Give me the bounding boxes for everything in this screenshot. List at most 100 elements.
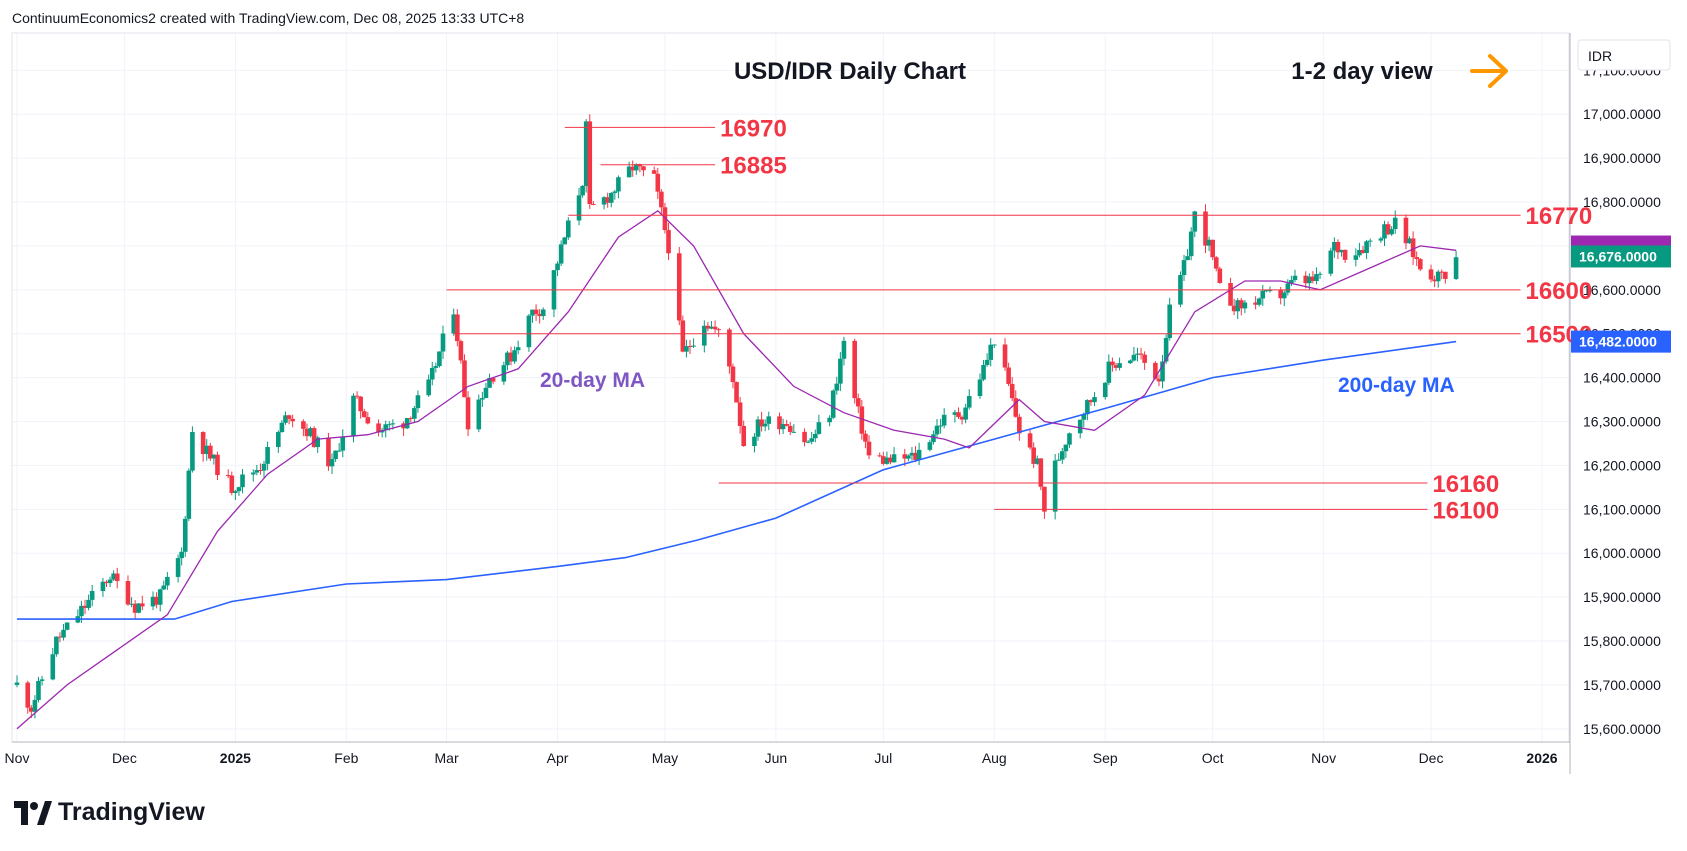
candle-body	[1367, 240, 1373, 242]
x-tick-label: Nov	[1311, 750, 1336, 766]
candle-body	[1017, 416, 1022, 434]
candle-body	[727, 329, 732, 367]
candle-body	[605, 197, 610, 203]
candle-body	[991, 344, 997, 346]
candle-body	[1342, 249, 1348, 260]
candle-body	[891, 454, 897, 463]
candle-body	[1203, 211, 1208, 246]
candle-body	[730, 366, 736, 383]
candle-body	[139, 603, 145, 607]
candle-body	[111, 573, 116, 580]
candle-body	[1428, 269, 1434, 280]
candle-body	[1092, 397, 1097, 403]
candle-body	[265, 447, 270, 464]
candle-body	[938, 425, 943, 427]
candle-body	[1328, 250, 1334, 274]
candle-body	[505, 352, 510, 366]
candle-body	[1238, 300, 1244, 309]
candle-body	[390, 423, 396, 425]
candle-body	[787, 425, 793, 432]
candle-body	[952, 412, 958, 415]
candle-body	[1210, 239, 1215, 258]
candle-body	[1106, 361, 1112, 383]
right-arrow-icon	[1470, 54, 1508, 88]
candle-body	[129, 603, 134, 605]
view-label: 1-2 day view	[1291, 58, 1433, 85]
candle-body	[225, 475, 231, 477]
x-tick-label: May	[652, 750, 678, 766]
candle-body	[86, 599, 91, 608]
candle-body	[437, 351, 442, 367]
candle-body	[408, 418, 414, 420]
candle-body	[1360, 249, 1366, 254]
candle-body	[1335, 241, 1341, 253]
y-tick-label: 15,900.0000	[1583, 589, 1661, 605]
candle-body	[809, 438, 815, 442]
candle-body	[1285, 283, 1291, 293]
candle-body	[1310, 276, 1316, 282]
level-label: 16160	[1432, 471, 1499, 498]
tradingview-logo[interactable]: TradingView	[14, 798, 205, 827]
candle-body	[1267, 290, 1273, 292]
candle-body	[655, 173, 661, 192]
plot-border	[11, 32, 1570, 743]
candle-body	[429, 367, 435, 380]
candle-body	[480, 398, 485, 400]
candle-body	[780, 424, 786, 430]
candles-group	[14, 114, 1459, 719]
candle-body	[301, 421, 306, 429]
candle-body	[1435, 271, 1441, 282]
candle-body	[1353, 255, 1359, 260]
candle-body	[941, 414, 947, 426]
candle-body	[308, 428, 313, 437]
level-label: 16100	[1432, 497, 1499, 524]
candle-body	[712, 326, 718, 330]
candle-body	[1439, 271, 1445, 273]
candle-body	[326, 437, 331, 467]
y-tick-label: 16,800.0000	[1583, 194, 1661, 210]
ma200-price-tag: 16,482.0000	[1579, 334, 1657, 350]
x-tick-label: 2025	[220, 750, 251, 766]
candle-body	[365, 417, 371, 424]
candle-body	[455, 314, 460, 342]
candle-body	[1160, 361, 1165, 382]
candle-body	[612, 191, 618, 194]
candle-body	[211, 454, 217, 459]
candle-body	[762, 423, 768, 427]
candle-body	[383, 424, 389, 431]
candle-body	[927, 442, 933, 450]
candle-body	[1085, 400, 1090, 415]
currency-label: IDR	[1588, 48, 1612, 64]
candle-body	[161, 585, 167, 590]
candle-body	[1102, 382, 1108, 398]
candle-body	[634, 164, 639, 171]
candle-body	[204, 445, 210, 455]
candle-body	[1156, 378, 1162, 382]
candle-body	[1038, 458, 1044, 487]
candle-body	[1077, 419, 1083, 434]
candle-body	[709, 326, 714, 329]
level-label: 16885	[720, 153, 787, 180]
candle-body	[329, 459, 335, 467]
chart-attribution: ContinuumEconomics2 created with Trading…	[12, 10, 525, 26]
x-tick-label: 2026	[1526, 750, 1557, 766]
y-tick-label: 16,400.0000	[1583, 370, 1661, 386]
candle-body	[465, 397, 471, 430]
candle-body	[1235, 300, 1241, 312]
candle-body	[1063, 444, 1069, 452]
candle-body	[1403, 217, 1409, 244]
candle-body	[258, 470, 263, 472]
ma200-label: 200-day MA	[1338, 374, 1455, 397]
candle-body	[1110, 361, 1115, 366]
candle-body	[988, 344, 994, 360]
currency-box	[1577, 39, 1671, 71]
tradingview-logo-text: TradingView	[58, 798, 205, 826]
candle-body	[458, 341, 464, 361]
candle-body	[1432, 279, 1437, 282]
candle-body	[558, 244, 564, 264]
candle-body	[150, 596, 156, 607]
candle-body	[705, 325, 711, 329]
candle-body	[1378, 238, 1384, 241]
candle-body	[676, 253, 682, 321]
